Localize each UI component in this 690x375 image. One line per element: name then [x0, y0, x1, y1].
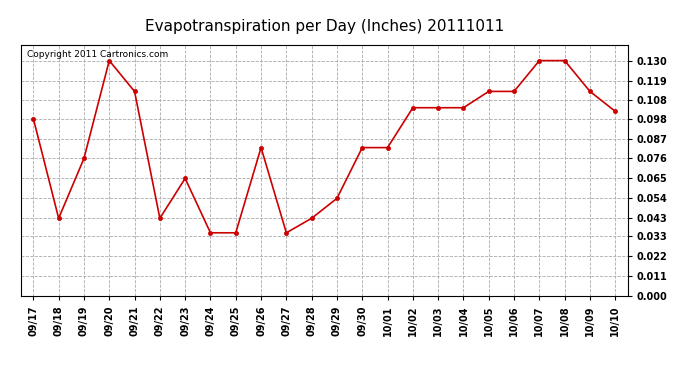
Text: Evapotranspiration per Day (Inches) 20111011: Evapotranspiration per Day (Inches) 2011… — [145, 19, 504, 34]
Text: Copyright 2011 Cartronics.com: Copyright 2011 Cartronics.com — [27, 50, 168, 59]
